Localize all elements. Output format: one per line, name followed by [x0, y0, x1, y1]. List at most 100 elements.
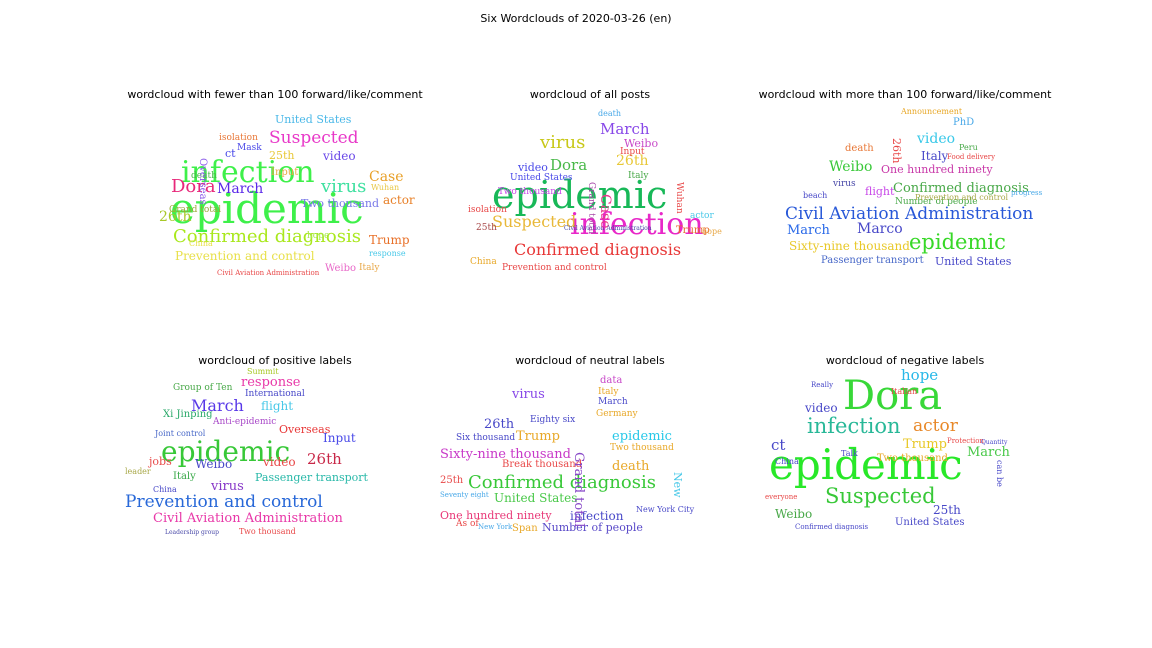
word: Case — [369, 169, 404, 185]
word: Civil Aviation Administration — [564, 225, 652, 232]
word: Confirmed diagnosis — [173, 226, 361, 247]
word: isolation — [219, 133, 258, 143]
word: New York — [478, 523, 513, 531]
word: Sixty-nine thousand — [789, 239, 910, 253]
word: Number of people — [895, 197, 978, 207]
wordcloud-canvas: Confirmed diagnosis Sixty-nine thousand Un… — [440, 368, 740, 578]
panel-title: wordcloud of positive labels — [198, 354, 352, 367]
word: video — [323, 149, 356, 163]
word: Seventy eight — [440, 491, 489, 499]
word: Suspected — [269, 128, 359, 148]
word: Six thousand — [456, 433, 516, 443]
word: epidemic — [161, 435, 291, 468]
word: Really — [811, 381, 834, 389]
word: Grand total — [586, 182, 596, 235]
word: video — [518, 161, 548, 174]
word: Confirmed diagnosis — [893, 181, 1029, 196]
word: video — [917, 131, 956, 147]
word: Dora — [843, 373, 943, 419]
figure-title: Six Wordclouds of 2020-03-26 (en) — [480, 12, 672, 25]
word: Trump — [676, 225, 710, 236]
word: Input — [323, 431, 356, 445]
word: Suspected — [492, 212, 577, 231]
word: Prevention and control — [125, 492, 323, 512]
word: virus — [211, 479, 244, 494]
word: Leadership group — [165, 529, 220, 536]
word: Wuhan — [674, 182, 684, 214]
word: Eighty six — [530, 415, 576, 425]
word: hope — [702, 227, 722, 236]
word: Weibo — [325, 263, 357, 274]
word: One hundred ninety — [440, 509, 552, 522]
wordcloud-canvas: epidemic Prevention and control Civil Avia… — [125, 368, 425, 578]
word: epidemic — [492, 173, 668, 217]
word: PhD — [953, 117, 975, 128]
word: Grand total — [169, 205, 222, 215]
word: Input — [271, 167, 299, 178]
word: Suspected — [825, 484, 936, 508]
word: video — [805, 401, 838, 415]
word: jobs — [149, 455, 172, 468]
word: Weibo — [775, 507, 813, 521]
word: March — [967, 445, 1010, 460]
word: Italy — [359, 263, 380, 273]
word: Group of Ten — [173, 383, 233, 393]
word: 25th — [269, 149, 295, 162]
word: data — [600, 375, 623, 386]
word: Xi Jinping — [163, 409, 213, 420]
word: China — [470, 257, 497, 267]
word: Overseas — [279, 423, 331, 436]
word: 25th — [476, 223, 497, 233]
word: United States — [510, 173, 573, 183]
word: Two thousand — [301, 197, 380, 210]
word: progress — [1011, 189, 1043, 197]
word: 26th — [616, 153, 649, 169]
word: Case — [597, 194, 613, 229]
word: Summit — [247, 367, 279, 376]
word: Sixty-nine thousand — [440, 447, 571, 462]
word: Peru — [959, 143, 978, 152]
word: Input — [620, 147, 645, 157]
word: Passenger transport — [821, 255, 924, 266]
word: virus — [512, 387, 545, 402]
word: Break thousand — [502, 459, 583, 470]
word: everyone — [765, 493, 798, 501]
word: Germany — [596, 409, 638, 419]
word: New — [671, 472, 684, 498]
word: Two thousand — [610, 443, 674, 453]
panel-title: wordcloud with more than 100 forward/lik… — [758, 88, 1052, 101]
wordcloud-panel-negative: wordcloud of negative labels epidemic Dor… — [755, 354, 1055, 584]
word: 26th — [307, 450, 342, 468]
word: China — [189, 239, 213, 248]
word: response — [241, 375, 301, 390]
word: can be — [995, 460, 1004, 487]
word: Prevention and control — [175, 249, 315, 263]
word: Passenger transport — [255, 471, 368, 484]
word: March — [600, 120, 650, 138]
word: New York City — [636, 505, 695, 514]
word: Grand total — [571, 452, 586, 528]
word: China — [153, 485, 177, 494]
word: 25th — [933, 503, 961, 517]
word: Trump — [516, 429, 560, 444]
word: epidemic — [769, 440, 963, 489]
word: Wuhan — [371, 183, 400, 192]
word: beach — [803, 191, 828, 200]
word: isolation — [468, 205, 507, 215]
word: 25th — [440, 475, 464, 486]
word: Mask — [237, 143, 262, 153]
word: March — [598, 397, 628, 407]
word: United States — [935, 255, 1012, 268]
word: infection — [181, 155, 315, 190]
word: Confirmed diagnosis — [514, 240, 682, 259]
word: Prevention and control — [502, 263, 607, 273]
word: death — [612, 459, 650, 474]
word: Two thousand — [877, 453, 948, 464]
word: United States — [494, 491, 578, 505]
word: Italy — [173, 471, 196, 482]
word: China — [775, 457, 799, 466]
word: Trump — [903, 437, 947, 452]
word: Overseas — [197, 158, 208, 205]
word: Civil Aviation Administration — [785, 204, 1034, 224]
word: hope — [901, 366, 939, 384]
